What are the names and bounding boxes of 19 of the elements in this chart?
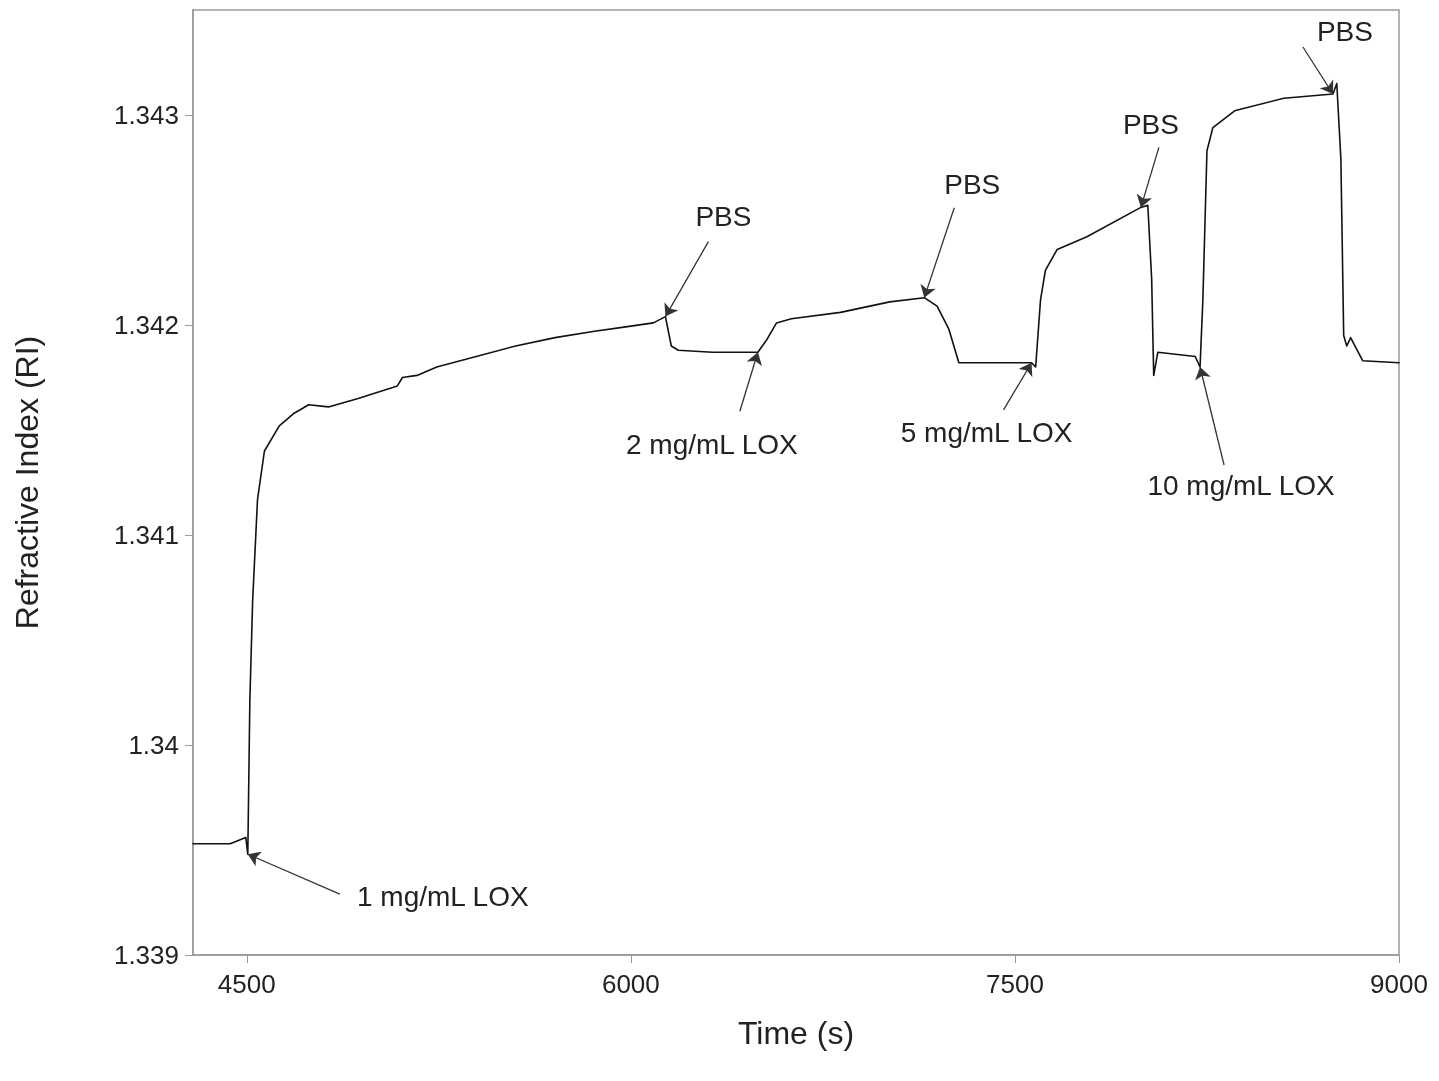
annotation: PBS (944, 169, 1001, 201)
annotation: 10 mg/mL LOX (1147, 469, 1335, 501)
annotation: 5 mg/mL LOX (900, 417, 1073, 449)
y-tick-label: 1.343 (113, 100, 179, 130)
annotation: PBS (695, 201, 752, 233)
y-tick-label: 1.34 (128, 730, 179, 760)
annotation: PBS (1122, 108, 1179, 140)
y-tick-label: 1.339 (113, 940, 179, 970)
x-axis-title: Time (s) (737, 1015, 855, 1051)
y-tick-label: 1.342 (113, 310, 179, 340)
x-tick-label: 9000 (1370, 969, 1428, 999)
annotation: PBS (1316, 15, 1373, 47)
annotation: 2 mg/mL LOX (626, 428, 799, 460)
x-tick-label: 6000 (601, 969, 660, 999)
annotation: 1 mg/mL LOX (356, 880, 529, 912)
y-axis-title: Refractive Index (RI) (9, 335, 45, 630)
x-tick-label: 7500 (986, 969, 1044, 999)
x-tick-label: 4500 (217, 969, 276, 999)
y-tick-label: 1.341 (113, 520, 179, 550)
